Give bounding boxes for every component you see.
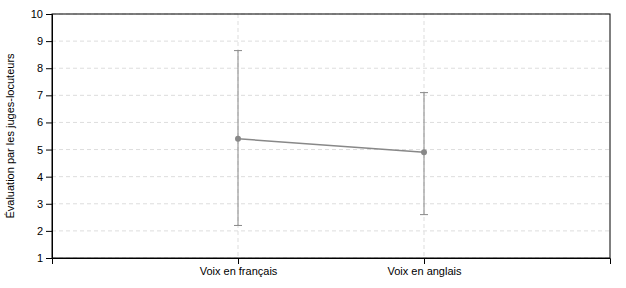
line	[238, 139, 424, 153]
error-cap	[420, 92, 428, 93]
tick-label: Voix en anglais	[388, 265, 462, 277]
tick-mark	[46, 150, 52, 151]
axis-line	[53, 259, 611, 265]
chart: Voix en français Voix en anglais 1 2 3 4 5 6 7 8 9…	[0, 0, 626, 288]
tick-label: 1	[37, 252, 43, 264]
tick-label: 8	[37, 62, 43, 74]
point	[421, 149, 427, 155]
tick-mark	[238, 258, 239, 264]
grid-line	[52, 230, 610, 231]
error-cap	[234, 225, 242, 226]
tick-label: 9	[37, 35, 43, 47]
point	[235, 136, 241, 142]
tick: 9	[37, 35, 52, 47]
tick: 1	[37, 252, 52, 264]
error-bars	[234, 51, 428, 226]
tick: 10	[31, 8, 52, 20]
grid-line	[52, 149, 610, 150]
y-axis: 1 2 3 4 5 6 7 8 9 10	[31, 8, 53, 264]
tick: 4	[37, 171, 52, 183]
error-cap	[420, 214, 428, 215]
error-cap	[234, 50, 242, 51]
tick-label: 3	[37, 198, 43, 210]
grid-line	[52, 176, 610, 177]
plot-frame	[52, 14, 610, 258]
tick: 5	[37, 144, 52, 156]
tick-mark	[46, 68, 52, 69]
y-axis-title: Évaluation par les juges-locuteurs	[4, 53, 16, 219]
axis-line	[46, 15, 53, 259]
tick-label: 5	[37, 144, 43, 156]
x-axis: Voix en français Voix en anglais	[53, 258, 611, 277]
tick: 8	[37, 62, 52, 74]
tick-label: Voix en français	[200, 265, 278, 277]
grid-line	[52, 203, 610, 204]
tick-mark	[46, 231, 52, 232]
tick: Voix en anglais	[388, 258, 462, 277]
plot: Voix en français Voix en anglais 1 2 3 4 5 6 7 8 9…	[31, 8, 611, 277]
grid-line	[52, 68, 610, 69]
tick-mark	[424, 258, 425, 264]
grid-line	[52, 122, 610, 123]
grid-line	[52, 41, 610, 42]
tick-mark	[46, 258, 52, 259]
tick-mark	[46, 14, 52, 15]
tick-label: 6	[37, 116, 43, 128]
tick-label: 10	[31, 8, 43, 20]
tick-mark	[46, 204, 52, 205]
grid	[52, 14, 610, 258]
tick-label: 7	[37, 89, 43, 101]
tick-mark	[46, 41, 52, 42]
tick: 3	[37, 198, 52, 210]
tick: Voix en français	[200, 258, 278, 277]
tick: 2	[37, 225, 52, 237]
tick-mark	[46, 95, 52, 96]
tick: 6	[37, 116, 52, 128]
tick-label: 4	[37, 171, 43, 183]
tick-mark	[46, 177, 52, 178]
tick-mark	[46, 122, 52, 123]
grid-line	[424, 14, 425, 258]
marks	[234, 51, 428, 226]
grid-line	[52, 95, 610, 96]
tick-label: 2	[37, 225, 43, 237]
tick: 7	[37, 89, 52, 101]
